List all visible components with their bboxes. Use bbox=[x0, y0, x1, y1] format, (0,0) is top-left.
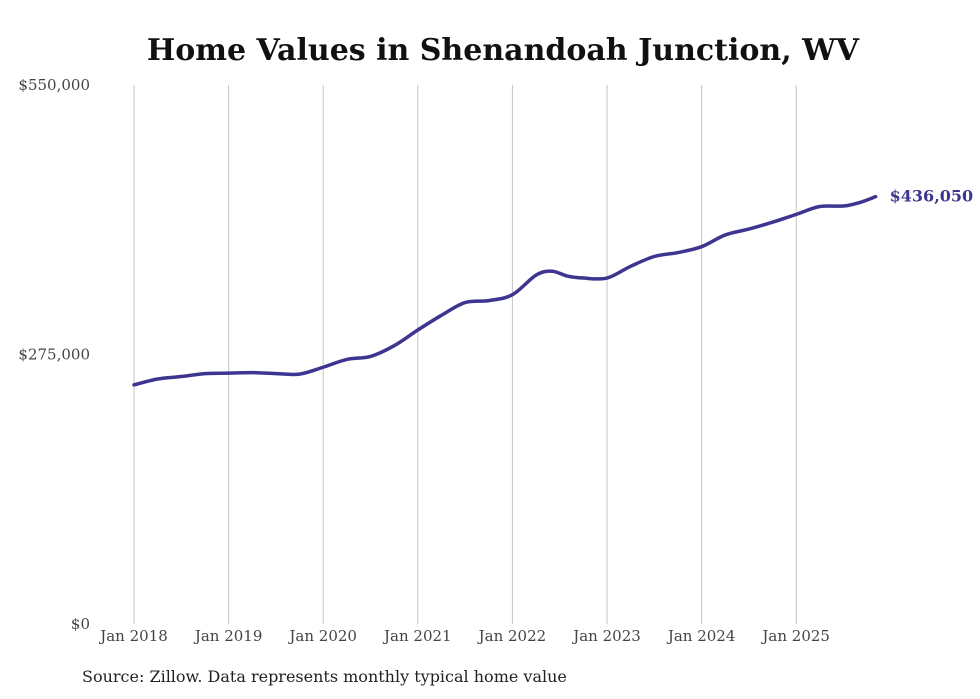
end-value-label: $436,050 bbox=[890, 187, 974, 206]
y-tick-label: $0 bbox=[71, 615, 90, 633]
gridlines bbox=[133, 85, 797, 624]
y-tick-label: $550,000 bbox=[18, 76, 90, 94]
source-note: Source: Zillow. Data represents monthly … bbox=[82, 667, 567, 686]
x-tick-label: Jan 2019 bbox=[193, 627, 263, 645]
y-tick-label: $275,000 bbox=[18, 346, 90, 364]
series-layer bbox=[132, 194, 878, 387]
x-tick-label: Jan 2018 bbox=[98, 627, 168, 645]
y-axis-tick-labels: $0 $275,000 $550,000 bbox=[18, 76, 90, 633]
x-tick-label: Jan 2022 bbox=[477, 627, 547, 645]
x-axis-tick-labels: Jan 2018 Jan 2019 Jan 2020 Jan 2021 Jan 2022… bbox=[98, 627, 830, 645]
x-tick-label: Jan 2021 bbox=[382, 627, 452, 645]
x-tick-label: Jan 2025 bbox=[760, 627, 830, 645]
x-tick-label: Jan 2020 bbox=[287, 627, 357, 645]
x-tick-label: Jan 2023 bbox=[571, 627, 641, 645]
series-line-0 bbox=[132, 194, 878, 387]
chart-title: Home Values in Shenandoah Junction, WV bbox=[147, 33, 860, 68]
x-tick-label: Jan 2024 bbox=[666, 627, 736, 645]
